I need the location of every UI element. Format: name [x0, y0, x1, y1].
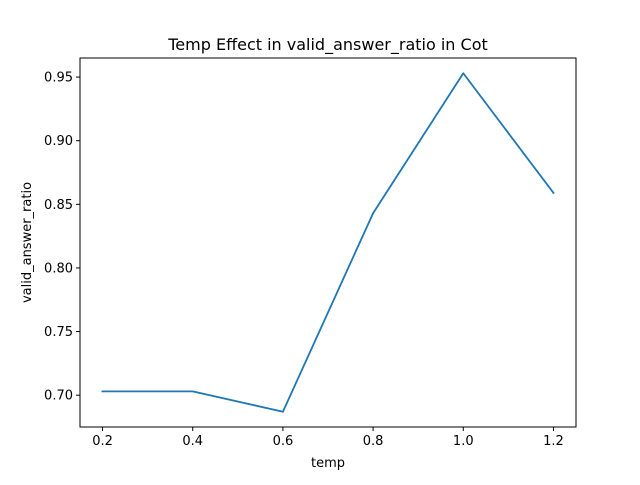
- chart-title: Temp Effect in valid_answer_ratio in Cot: [167, 35, 488, 55]
- data-point: [191, 390, 194, 393]
- y-axis-label: valid_answer_ratio: [20, 182, 35, 303]
- data-point: [462, 72, 465, 75]
- y-tick-label: 0.95: [44, 71, 73, 86]
- plot-area: 0.2 0.4 0.6 0.8 1.0 1.2 0.70 0.75 0.80 0.85 0.90 0.…: [44, 71, 564, 449]
- data-point: [101, 390, 104, 393]
- x-tick-label: 0.6: [273, 434, 294, 449]
- y-tick-label: 0.90: [44, 134, 73, 149]
- x-tick-label: 0.8: [363, 434, 384, 449]
- x-tick-label: 1.0: [453, 434, 474, 449]
- plot-frame: [79, 57, 577, 428]
- y-tick-label: 0.80: [44, 261, 73, 276]
- series-line: [101, 72, 555, 413]
- y-tick-label: 0.70: [44, 389, 73, 404]
- data-point: [372, 212, 374, 215]
- x-axis-label: temp: [311, 456, 345, 471]
- y-tick-label: 0.85: [44, 198, 73, 213]
- x-tick-label: 0.4: [182, 434, 203, 449]
- y-tick-label: 0.75: [44, 325, 73, 340]
- data-point: [552, 191, 555, 194]
- data-point: [282, 410, 284, 413]
- x-tick-label: 0.2: [92, 434, 113, 449]
- x-tick-label: 1.2: [543, 434, 564, 449]
